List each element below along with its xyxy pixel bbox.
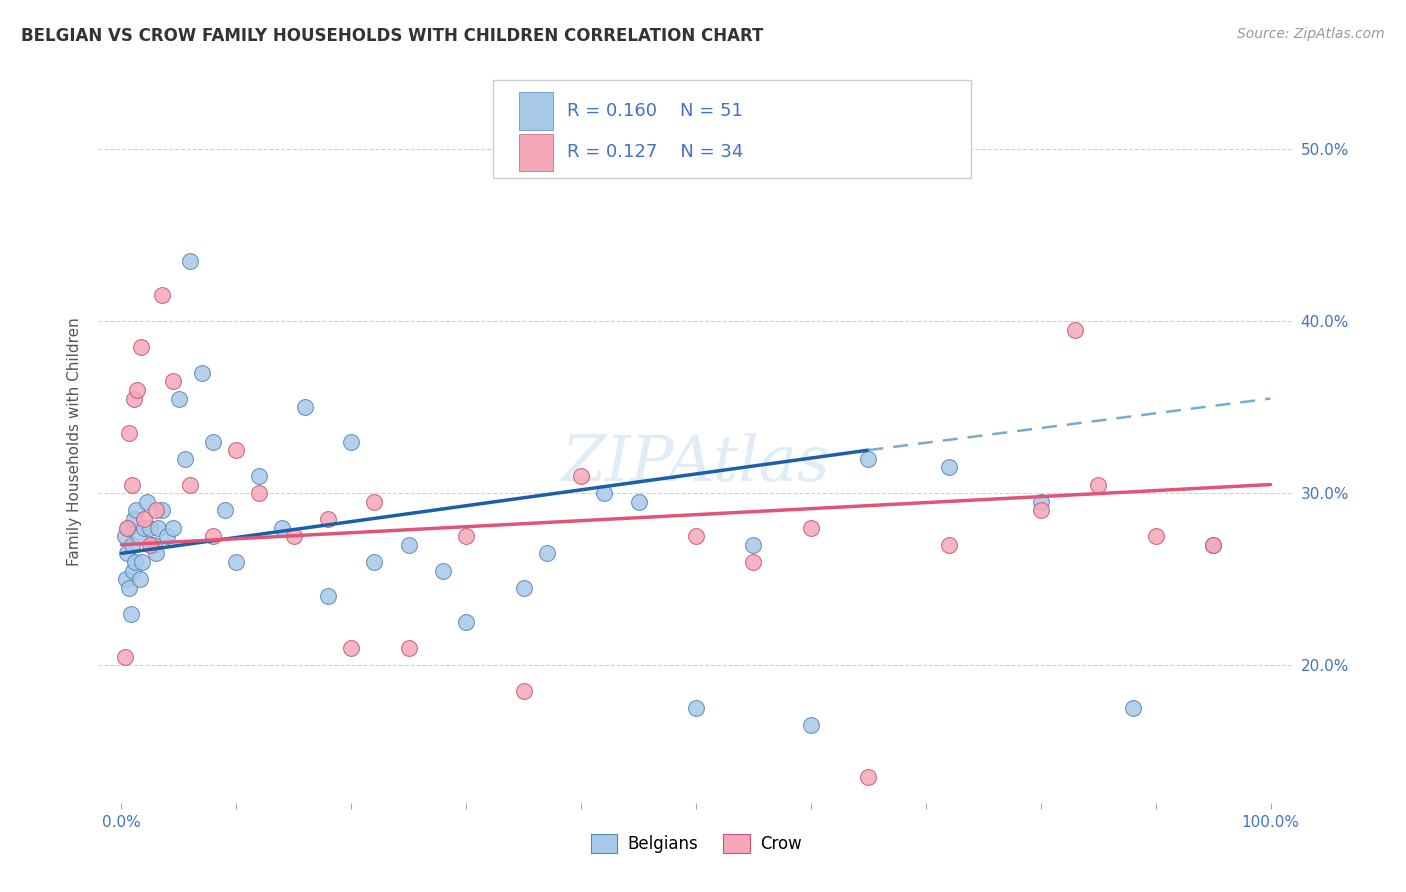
Point — [340, 434, 363, 449]
Point — [593, 486, 616, 500]
Point — [162, 374, 184, 388]
Point — [202, 529, 225, 543]
FancyBboxPatch shape — [519, 92, 553, 129]
Point — [363, 494, 385, 508]
Point — [271, 520, 294, 534]
Point — [685, 701, 707, 715]
FancyBboxPatch shape — [519, 134, 553, 171]
Point — [1064, 323, 1087, 337]
Point — [135, 494, 157, 508]
Point — [115, 520, 138, 534]
Text: BELGIAN VS CROW FAMILY HOUSEHOLDS WITH CHILDREN CORRELATION CHART: BELGIAN VS CROW FAMILY HOUSEHOLDS WITH C… — [21, 27, 763, 45]
Point — [225, 555, 247, 569]
Point — [122, 392, 145, 406]
Point — [179, 253, 201, 268]
Point — [569, 469, 592, 483]
Point — [398, 640, 420, 655]
Point — [115, 572, 138, 586]
Point — [142, 538, 165, 552]
Point — [156, 529, 179, 543]
Point — [742, 538, 765, 552]
Text: R = 0.127    N = 34: R = 0.127 N = 34 — [567, 144, 744, 161]
Point — [800, 718, 823, 732]
Point — [131, 555, 153, 569]
Point — [363, 555, 385, 569]
Text: R = 0.160    N = 51: R = 0.160 N = 51 — [567, 102, 742, 120]
Point — [1202, 538, 1225, 552]
Point — [139, 538, 162, 552]
Point — [858, 451, 880, 466]
Point — [1122, 701, 1144, 715]
Point — [150, 503, 173, 517]
Point — [938, 538, 960, 552]
Point — [742, 555, 765, 569]
FancyBboxPatch shape — [494, 80, 972, 178]
Point — [124, 555, 146, 569]
Point — [202, 434, 225, 449]
Point — [316, 590, 339, 604]
Point — [145, 503, 167, 517]
Point — [121, 477, 143, 491]
Y-axis label: Family Households with Children: Family Households with Children — [66, 318, 82, 566]
Point — [214, 503, 236, 517]
Point — [121, 538, 143, 552]
Point — [179, 477, 201, 491]
Point — [150, 288, 173, 302]
Point — [685, 529, 707, 543]
Point — [283, 529, 305, 543]
Point — [1029, 494, 1052, 508]
Point — [294, 400, 316, 414]
Point — [398, 538, 420, 552]
Point — [118, 425, 141, 440]
Point — [125, 503, 148, 517]
Point — [340, 640, 363, 655]
Point — [145, 546, 167, 560]
Point — [191, 366, 214, 380]
Text: ZIPAtlas: ZIPAtlas — [561, 433, 831, 494]
Text: Source: ZipAtlas.com: Source: ZipAtlas.com — [1237, 27, 1385, 41]
Point — [128, 529, 150, 543]
Point — [173, 451, 195, 466]
Point — [114, 529, 136, 543]
Point — [225, 443, 247, 458]
Point — [247, 486, 270, 500]
Point — [456, 529, 478, 543]
Point — [1087, 477, 1109, 491]
Point — [536, 546, 558, 560]
Legend: Belgians, Crow: Belgians, Crow — [583, 827, 808, 860]
Point — [456, 615, 478, 630]
Point — [139, 520, 162, 534]
Point — [118, 581, 141, 595]
Point — [148, 520, 170, 534]
Point — [1202, 538, 1225, 552]
Point — [167, 392, 190, 406]
Point — [1144, 529, 1167, 543]
Point — [938, 460, 960, 475]
Point — [247, 469, 270, 483]
Point — [134, 520, 156, 534]
Point — [800, 520, 823, 534]
Point — [115, 546, 138, 560]
Point — [122, 564, 145, 578]
Point — [858, 770, 880, 784]
Point — [117, 520, 139, 534]
Point — [114, 649, 136, 664]
Point — [128, 572, 150, 586]
Point — [512, 684, 534, 698]
Point — [512, 581, 534, 595]
Point — [129, 340, 152, 354]
Point — [122, 512, 145, 526]
Point — [432, 564, 454, 578]
Point — [1029, 503, 1052, 517]
Point — [120, 607, 142, 621]
Point — [316, 512, 339, 526]
Point — [134, 512, 156, 526]
Point — [127, 383, 149, 397]
Point — [162, 520, 184, 534]
Point — [627, 494, 650, 508]
